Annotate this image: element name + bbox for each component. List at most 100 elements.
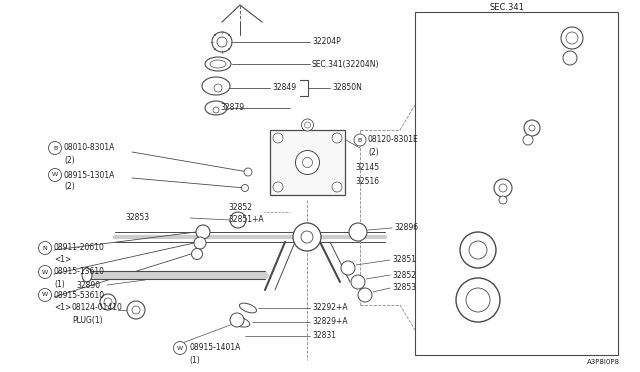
Circle shape (499, 196, 507, 204)
Circle shape (273, 133, 283, 143)
Circle shape (456, 278, 500, 322)
Ellipse shape (82, 268, 92, 282)
Circle shape (466, 288, 490, 312)
Circle shape (349, 223, 367, 241)
Circle shape (194, 237, 206, 249)
Circle shape (529, 125, 535, 131)
Text: SEC.341: SEC.341 (490, 3, 525, 13)
Text: A3P8I0P8: A3P8I0P8 (587, 359, 620, 365)
Text: 32145: 32145 (355, 164, 379, 173)
Ellipse shape (205, 57, 231, 71)
Text: B: B (358, 138, 362, 142)
Text: <1>: <1> (54, 256, 71, 264)
Text: 32853: 32853 (125, 214, 149, 222)
Text: W: W (52, 173, 58, 177)
Circle shape (561, 27, 583, 49)
Text: (2): (2) (64, 155, 75, 164)
Circle shape (358, 288, 372, 302)
Text: 32829+A: 32829+A (312, 317, 348, 327)
Text: 08915-1401A: 08915-1401A (189, 343, 241, 353)
Circle shape (293, 223, 321, 251)
Circle shape (351, 275, 365, 289)
Text: <1>: <1> (54, 302, 71, 311)
Bar (415, 12, 618, 355)
Circle shape (213, 107, 219, 113)
Text: PLUG(1): PLUG(1) (72, 315, 102, 324)
Ellipse shape (205, 101, 227, 115)
Circle shape (524, 120, 540, 136)
Text: W: W (42, 269, 48, 275)
Circle shape (38, 289, 51, 301)
Bar (270, 130, 345, 195)
Circle shape (332, 133, 342, 143)
Text: 32879: 32879 (220, 103, 244, 112)
Text: (1): (1) (54, 279, 65, 289)
Circle shape (494, 179, 512, 197)
Circle shape (460, 232, 496, 268)
Circle shape (230, 313, 244, 327)
Circle shape (296, 151, 319, 174)
Circle shape (241, 185, 248, 192)
Circle shape (354, 134, 366, 146)
Text: (2): (2) (368, 148, 379, 157)
Text: 32890: 32890 (76, 280, 100, 289)
Text: 32851: 32851 (392, 256, 416, 264)
Circle shape (303, 157, 312, 167)
Text: 08915-53610: 08915-53610 (54, 291, 105, 299)
Text: (1): (1) (189, 356, 200, 365)
Circle shape (38, 266, 51, 279)
Circle shape (244, 168, 252, 176)
Text: 32851+A: 32851+A (228, 215, 264, 224)
Circle shape (523, 135, 533, 145)
Text: 32852: 32852 (392, 270, 416, 279)
Circle shape (191, 248, 202, 260)
Circle shape (212, 32, 232, 52)
Circle shape (301, 119, 314, 131)
Text: 32853: 32853 (392, 283, 416, 292)
Circle shape (49, 141, 61, 154)
Circle shape (301, 231, 313, 243)
Circle shape (132, 306, 140, 314)
Circle shape (566, 32, 578, 44)
Circle shape (469, 241, 487, 259)
Circle shape (305, 122, 310, 128)
Circle shape (38, 241, 51, 254)
Circle shape (273, 182, 283, 192)
Circle shape (332, 182, 342, 192)
Text: 32831: 32831 (312, 331, 336, 340)
Text: 08911-20610: 08911-20610 (54, 244, 105, 253)
Circle shape (230, 212, 246, 228)
Text: 32292+A: 32292+A (312, 304, 348, 312)
Ellipse shape (230, 317, 250, 327)
Circle shape (217, 37, 227, 47)
Circle shape (341, 261, 355, 275)
Ellipse shape (202, 77, 230, 95)
Circle shape (173, 341, 186, 355)
Text: 32516: 32516 (355, 177, 379, 186)
Text: 08915-13610: 08915-13610 (54, 267, 105, 276)
Circle shape (100, 294, 116, 310)
Circle shape (499, 184, 507, 192)
Text: N: N (43, 246, 47, 250)
Circle shape (214, 84, 222, 92)
Text: W: W (177, 346, 183, 350)
Text: 08010-8301A: 08010-8301A (64, 144, 115, 153)
Circle shape (196, 225, 210, 239)
Text: 32896: 32896 (394, 224, 418, 232)
Text: (2): (2) (64, 183, 75, 192)
Text: SEC.341(32204N): SEC.341(32204N) (312, 60, 380, 68)
Text: 08124-01410: 08124-01410 (72, 304, 123, 312)
Text: 32204P: 32204P (312, 38, 340, 46)
Text: 08915-1301A: 08915-1301A (64, 170, 115, 180)
Circle shape (49, 169, 61, 182)
Text: 32852: 32852 (228, 203, 252, 212)
Ellipse shape (239, 303, 257, 313)
Circle shape (127, 301, 145, 319)
Text: 08120-8301E: 08120-8301E (368, 135, 419, 144)
Ellipse shape (210, 60, 226, 68)
Circle shape (563, 51, 577, 65)
Text: W: W (42, 292, 48, 298)
Text: 32850N: 32850N (332, 83, 362, 93)
Text: 32849: 32849 (272, 83, 296, 93)
Circle shape (104, 298, 112, 306)
